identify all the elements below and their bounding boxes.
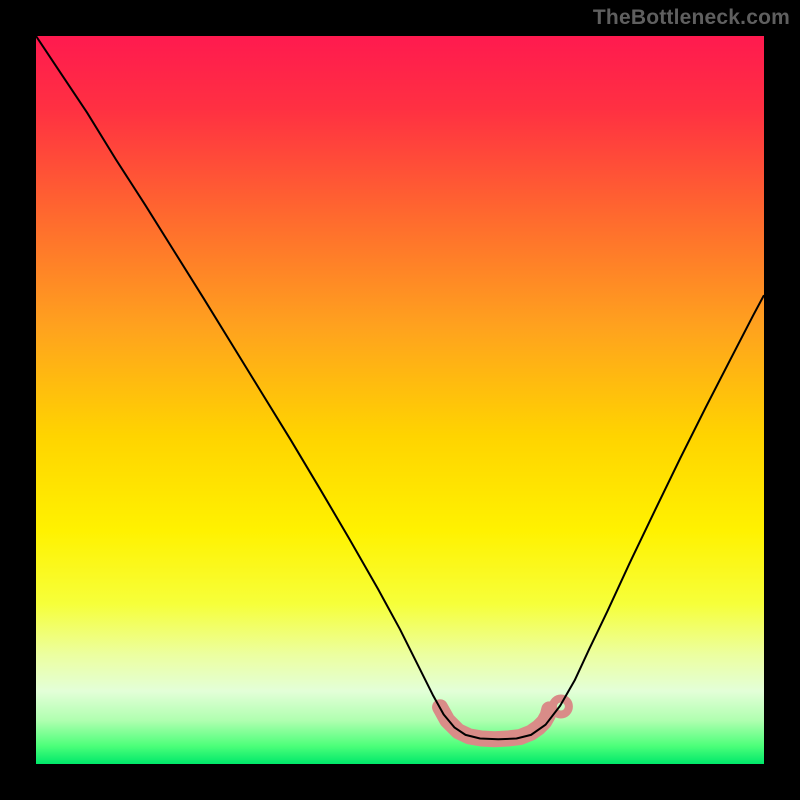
gradient-background <box>36 36 764 764</box>
plot-svg <box>36 36 764 764</box>
watermark-text: TheBottleneck.com <box>593 6 790 30</box>
plot-area <box>36 36 764 764</box>
chart-container: TheBottleneck.com <box>0 0 800 800</box>
